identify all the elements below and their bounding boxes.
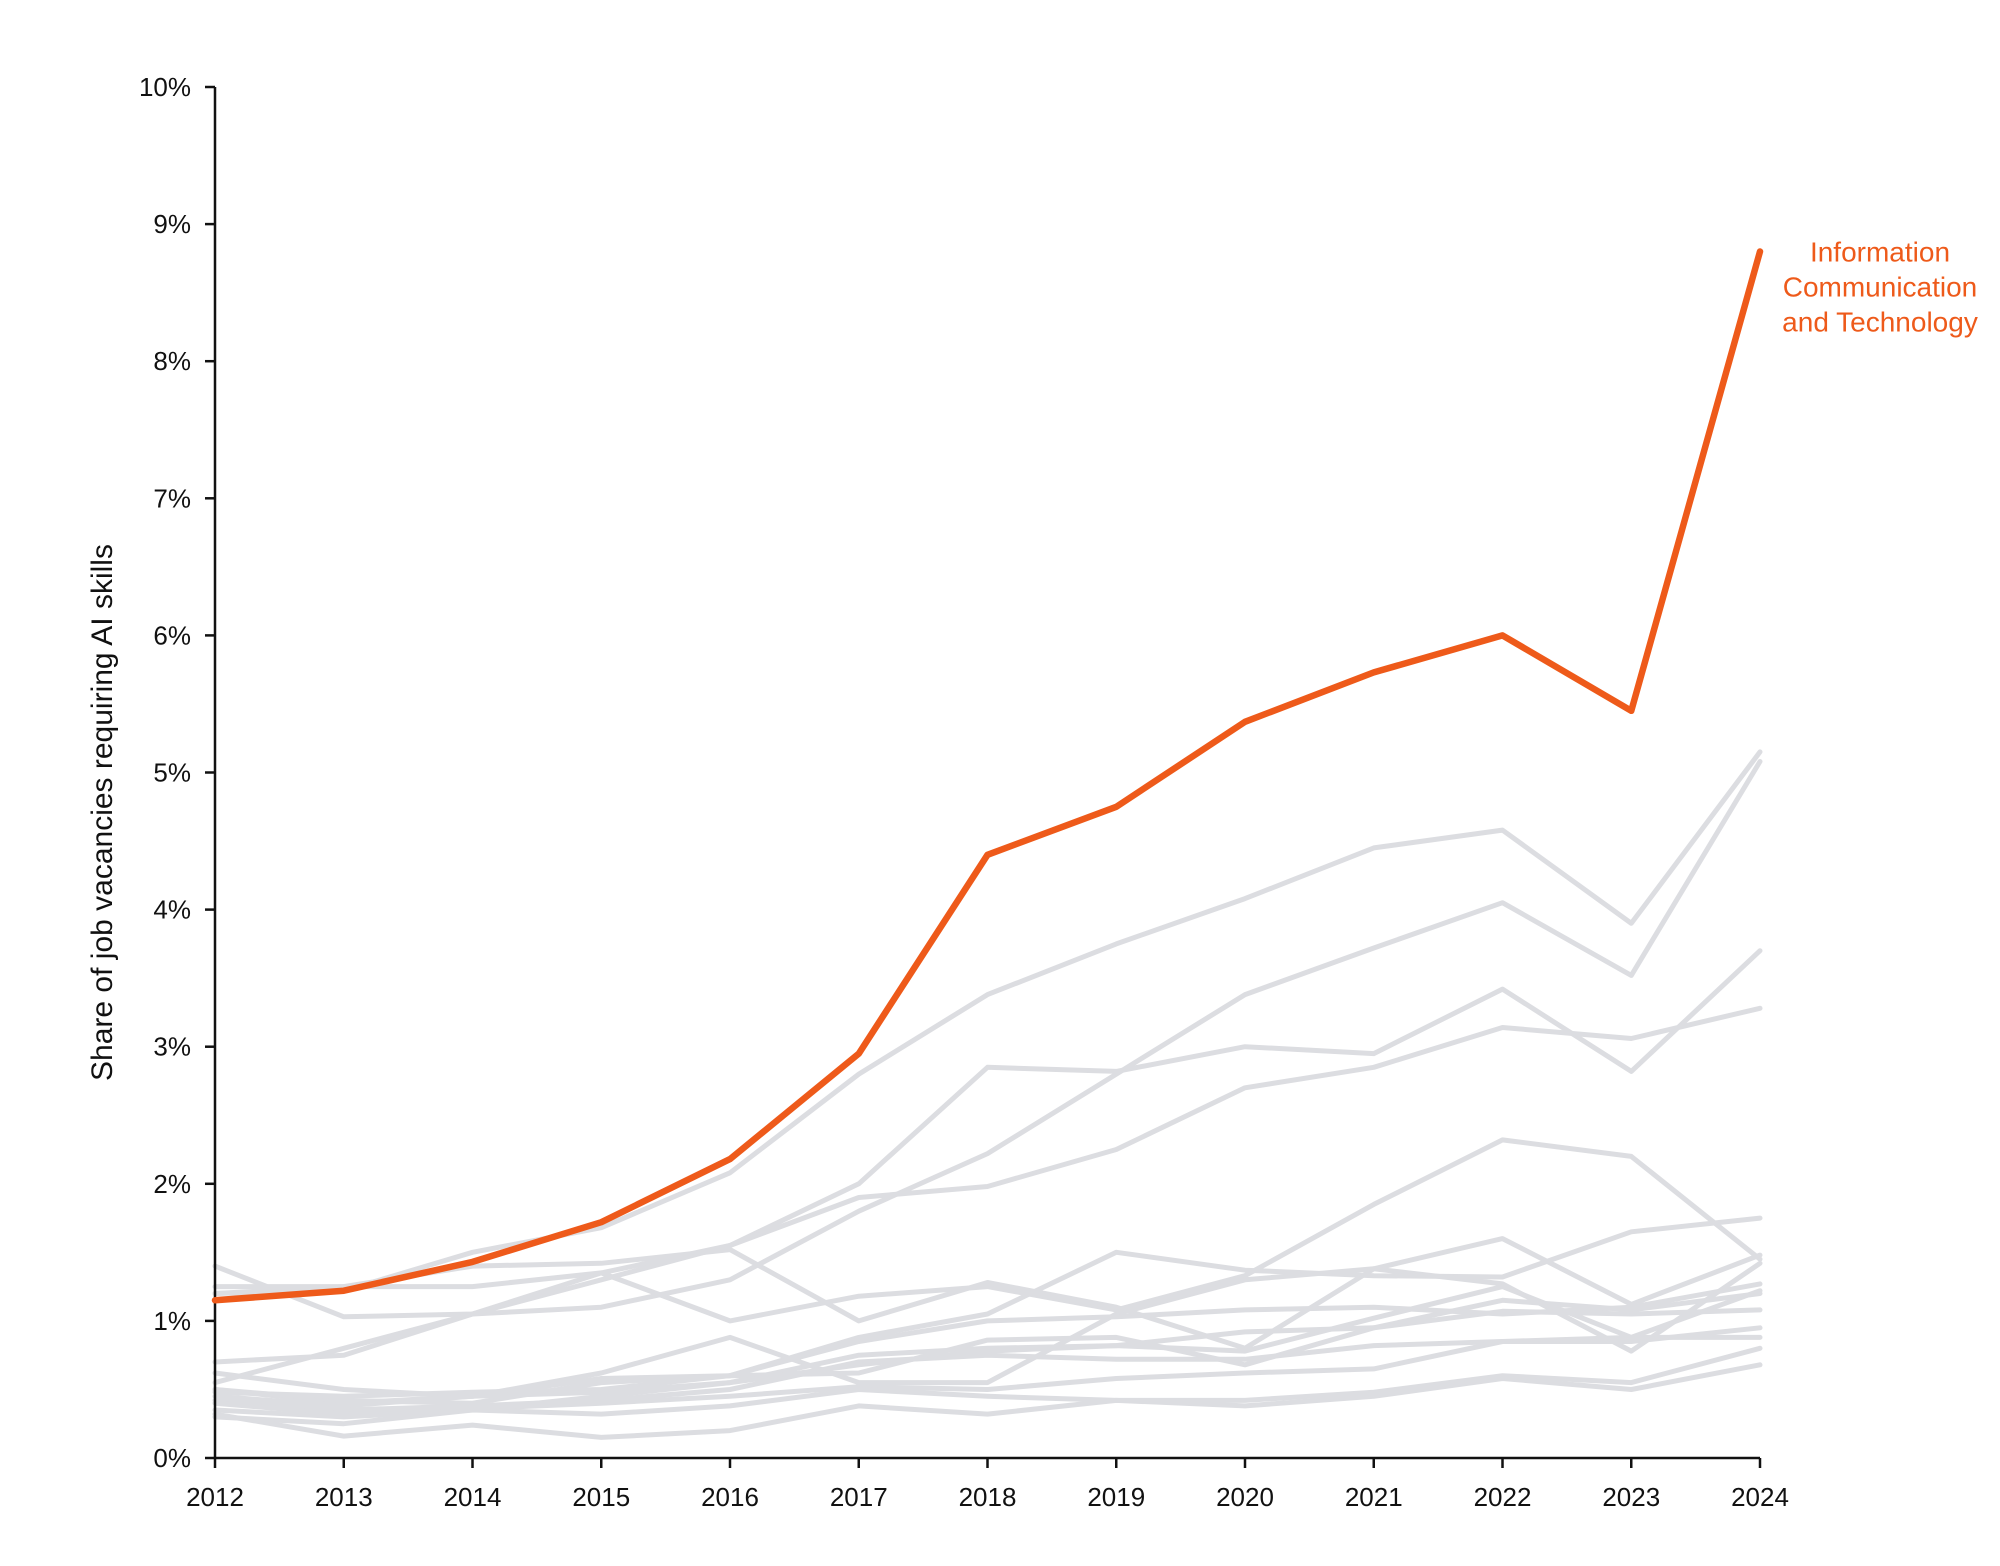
background-series-line-1 (212, 749, 1763, 1296)
background-series-line-3 (212, 1005, 1763, 1386)
background-series-line-15 (212, 1345, 1763, 1420)
y-tick-label: 6% (153, 620, 191, 650)
y-tick-label: 8% (153, 346, 191, 376)
background-series-group (212, 749, 1763, 1440)
x-tick-label: 2016 (701, 1482, 759, 1512)
x-tick-label: 2017 (830, 1482, 888, 1512)
x-tick-label: 2022 (1474, 1482, 1532, 1512)
x-tick-label: 2021 (1345, 1482, 1403, 1512)
background-series-line-2 (212, 948, 1763, 1290)
highlight-label-line: Communication (1783, 272, 1978, 303)
axes-group: 0% 1% 2% 3% 4% 5% 6% 7% 8% 9% 10% 2012 2013 2014 2015 2… (139, 72, 1789, 1512)
x-tick-label: 2012 (186, 1482, 244, 1512)
background-series-line-16 (212, 1362, 1763, 1440)
highlight-series-group (211, 248, 1764, 1304)
highlight-annotation: Information Communication and Technology (1782, 237, 1978, 338)
y-tick-label: 1% (153, 1306, 191, 1336)
y-tick-label: 0% (153, 1443, 191, 1473)
background-series-line-11 (212, 1291, 1763, 1399)
y-tick-label: 9% (153, 209, 191, 239)
background-series-line-6 (212, 1236, 1763, 1351)
y-axis-title: Share of job vacancies requiring AI skil… (86, 544, 119, 1081)
x-tick-label: 2019 (1087, 1482, 1145, 1512)
y-tick-label: 3% (153, 1032, 191, 1062)
x-tick-label: 2015 (572, 1482, 630, 1512)
y-tick-label: 4% (153, 895, 191, 925)
x-tick-label: 2024 (1731, 1482, 1789, 1512)
x-tick-label: 2013 (315, 1482, 373, 1512)
y-tick-label: 5% (153, 758, 191, 788)
background-series-line-5 (212, 1137, 1763, 1324)
x-tick-label: 2023 (1602, 1482, 1660, 1512)
background-series-line-7 (212, 1215, 1763, 1399)
y-tick-label: 7% (153, 483, 191, 513)
y-tick-label: 10% (139, 72, 191, 102)
y-tick-label: 2% (153, 1169, 191, 1199)
x-tick-label: 2014 (444, 1482, 502, 1512)
x-tick-label: 2020 (1216, 1482, 1274, 1512)
highlight-series-line (211, 248, 1764, 1304)
background-series-line-12 (212, 1307, 1763, 1409)
highlight-label-line: Information (1810, 237, 1950, 268)
background-series-line-9 (212, 1281, 1763, 1406)
highlight-label-line: and Technology (1782, 307, 1978, 338)
x-tick-label: 2018 (959, 1482, 1017, 1512)
